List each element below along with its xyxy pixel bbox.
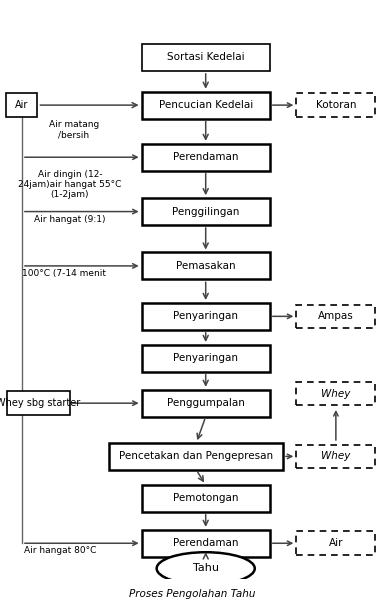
Text: Air: Air <box>329 538 343 548</box>
FancyBboxPatch shape <box>142 485 270 512</box>
FancyBboxPatch shape <box>142 92 270 119</box>
FancyBboxPatch shape <box>296 445 375 468</box>
Text: Perendaman: Perendaman <box>173 152 238 162</box>
Text: Pencetakan dan Pengepresan: Pencetakan dan Pengepresan <box>119 451 273 462</box>
Ellipse shape <box>157 552 255 585</box>
Text: Pemasakan: Pemasakan <box>176 261 236 271</box>
Text: Sortasi Kedelai: Sortasi Kedelai <box>167 52 244 63</box>
FancyBboxPatch shape <box>142 44 270 71</box>
FancyBboxPatch shape <box>142 530 270 557</box>
FancyBboxPatch shape <box>142 253 270 280</box>
Text: Penggilingan: Penggilingan <box>172 206 239 217</box>
Text: Penggumpalan: Penggumpalan <box>167 398 244 408</box>
FancyBboxPatch shape <box>142 303 270 330</box>
Text: Air: Air <box>15 100 28 110</box>
Text: Whey: Whey <box>321 451 351 462</box>
Text: Penyaringan: Penyaringan <box>173 311 238 322</box>
FancyBboxPatch shape <box>296 532 375 555</box>
Text: Penyaringan: Penyaringan <box>173 353 238 364</box>
Text: Pencucian Kedelai: Pencucian Kedelai <box>159 100 253 110</box>
Text: Tahu: Tahu <box>193 563 219 574</box>
FancyBboxPatch shape <box>296 304 375 328</box>
FancyBboxPatch shape <box>109 443 283 470</box>
Text: Kotoran: Kotoran <box>316 100 356 110</box>
Text: Pemotongan: Pemotongan <box>173 493 238 504</box>
Text: Whey: Whey <box>321 389 351 399</box>
FancyBboxPatch shape <box>296 93 375 117</box>
FancyBboxPatch shape <box>142 345 270 372</box>
Text: Ampas: Ampas <box>318 311 354 322</box>
FancyBboxPatch shape <box>142 390 270 417</box>
FancyBboxPatch shape <box>7 93 37 117</box>
FancyBboxPatch shape <box>142 144 270 171</box>
Text: Air matang
/bersih: Air matang /bersih <box>49 120 99 139</box>
Text: Air dingin (12-
24jam)air hangat 55°C
(1-2jam): Air dingin (12- 24jam)air hangat 55°C (1… <box>18 169 122 199</box>
Text: Air hangat 80°C: Air hangat 80°C <box>23 546 96 555</box>
Text: Perendaman: Perendaman <box>173 538 238 548</box>
Text: 100°C (7-14 menit: 100°C (7-14 menit <box>22 269 106 278</box>
FancyBboxPatch shape <box>142 198 270 225</box>
Text: Whey sbg starter: Whey sbg starter <box>0 398 81 408</box>
FancyBboxPatch shape <box>7 392 70 415</box>
Text: Air hangat (9:1): Air hangat (9:1) <box>34 216 105 225</box>
FancyBboxPatch shape <box>296 382 375 406</box>
Text: Proses Pengolahan Tahu: Proses Pengolahan Tahu <box>129 589 256 599</box>
